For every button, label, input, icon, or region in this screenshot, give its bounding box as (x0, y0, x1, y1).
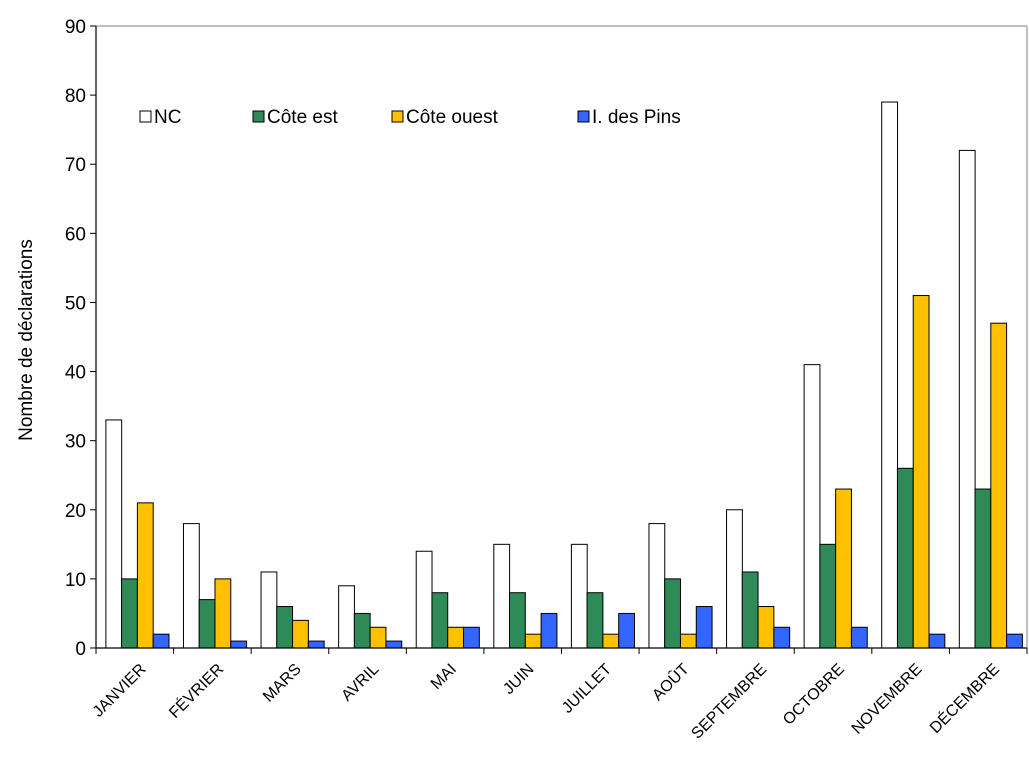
bar-nc-6 (570, 543, 588, 649)
bar-c-te-ouest-9 (835, 488, 852, 649)
bar-c-te-ouest-7 (679, 633, 697, 649)
legend-label: NC (154, 107, 181, 128)
x-tick-label: FÉVRIER (165, 659, 227, 721)
y-tick-label: 30 (65, 432, 86, 453)
bar-i-des-pins-1 (230, 640, 248, 649)
x-tick-label: JANVIER (90, 661, 150, 721)
x-tick-label: MAI (428, 661, 460, 693)
y-axis-label: Nombre de déclarations (16, 239, 37, 441)
bar-nc-4 (415, 550, 433, 649)
x-tick-label: DÉCEMBRE (925, 659, 1003, 737)
bar-nc-0 (105, 419, 123, 649)
bar-i-des-pins-11 (1006, 633, 1023, 649)
y-tick-label: 40 (65, 363, 86, 384)
y-tick-label: 10 (65, 570, 86, 591)
bar-nc-3 (338, 585, 355, 649)
bar-c-te-est-3 (353, 612, 371, 649)
legend-swatch (391, 110, 404, 123)
plot-area (95, 25, 1028, 649)
x-tick-label: JUIN (500, 661, 537, 698)
bar-c-te-est-10 (896, 467, 914, 649)
bar-c-te-ouest-6 (602, 633, 620, 649)
bar-c-te-est-11 (974, 488, 992, 649)
legend: NC Côte est Côte ouest I. des Pins (139, 107, 681, 128)
legend-swatch (139, 110, 152, 123)
legend-label: Côte est (267, 107, 338, 128)
bar-nc-11 (958, 149, 976, 649)
bar-c-te-est-0 (121, 578, 138, 649)
y-tick-label: 60 (65, 224, 86, 245)
legend-swatch (252, 110, 265, 123)
bar-c-te-ouest-10 (912, 295, 930, 649)
x-tick-label: JUILLET (559, 661, 615, 717)
bar-i-des-pins-2 (307, 640, 325, 649)
bar-nc-2 (260, 571, 278, 649)
y-axis: 0 10 20 30 40 50 60 70 80 90 (65, 17, 96, 660)
bar-c-te-est-2 (276, 606, 294, 649)
bar-i-des-pins-7 (695, 606, 713, 649)
x-tick-label: OCTOBRE (780, 661, 848, 729)
bar-nc-7 (648, 523, 666, 649)
bar-i-des-pins-9 (850, 626, 868, 649)
x-tick-label: MARS (260, 661, 305, 706)
legend-label: Côte ouest (406, 107, 499, 128)
x-tick-label: SEPTEMBRE (688, 661, 770, 743)
bar-c-te-ouest-0 (136, 502, 154, 649)
legend-swatch (577, 110, 590, 123)
bar-i-des-pins-3 (385, 640, 403, 649)
bar-nc-10 (881, 101, 899, 649)
bar-c-te-est-8 (741, 571, 759, 649)
bar-c-te-ouest-4 (447, 626, 465, 649)
bar-c-te-est-1 (198, 599, 216, 649)
bar-c-te-ouest-1 (214, 578, 232, 649)
bar-c-te-est-9 (819, 543, 837, 649)
x-tick-label: NOVEMBRE (849, 661, 926, 738)
bar-nc-8 (726, 509, 743, 649)
bar-c-te-est-5 (509, 592, 526, 649)
bar-i-des-pins-8 (773, 626, 791, 649)
bar-nc-1 (182, 523, 200, 649)
bar-c-te-est-4 (431, 592, 449, 649)
bar-c-te-ouest-3 (369, 626, 387, 649)
bar-i-des-pins-6 (618, 612, 635, 649)
x-tick-label: AOÛT (648, 659, 693, 704)
y-tick-label: 70 (65, 155, 86, 176)
x-tick-label: AVRIL (338, 661, 382, 705)
y-tick-label: 20 (65, 501, 86, 522)
bar-c-te-ouest-11 (990, 322, 1008, 649)
bar-i-des-pins-10 (928, 633, 946, 649)
y-tick-label: 0 (75, 639, 86, 660)
bar-c-te-est-7 (664, 578, 681, 649)
bar-c-te-ouest-8 (757, 606, 775, 649)
x-axis: JANVIER FÉVRIER MARS AVRIL MAI JUIN JUILLET AOÛ… (90, 648, 1028, 743)
bar-c-te-est-6 (586, 592, 604, 649)
bar-nc-5 (493, 543, 511, 649)
bar-nc-9 (803, 364, 821, 649)
bar-c-te-ouest-5 (524, 633, 542, 649)
y-tick-label: 90 (65, 17, 86, 38)
legend-label: I. des Pins (592, 107, 681, 128)
bar-i-des-pins-5 (540, 612, 558, 649)
bar-i-des-pins-0 (152, 633, 170, 649)
bar-i-des-pins-4 (463, 626, 480, 649)
y-tick-label: 80 (65, 86, 86, 107)
bar-c-te-ouest-2 (292, 619, 309, 649)
y-tick-label: 50 (65, 293, 86, 314)
